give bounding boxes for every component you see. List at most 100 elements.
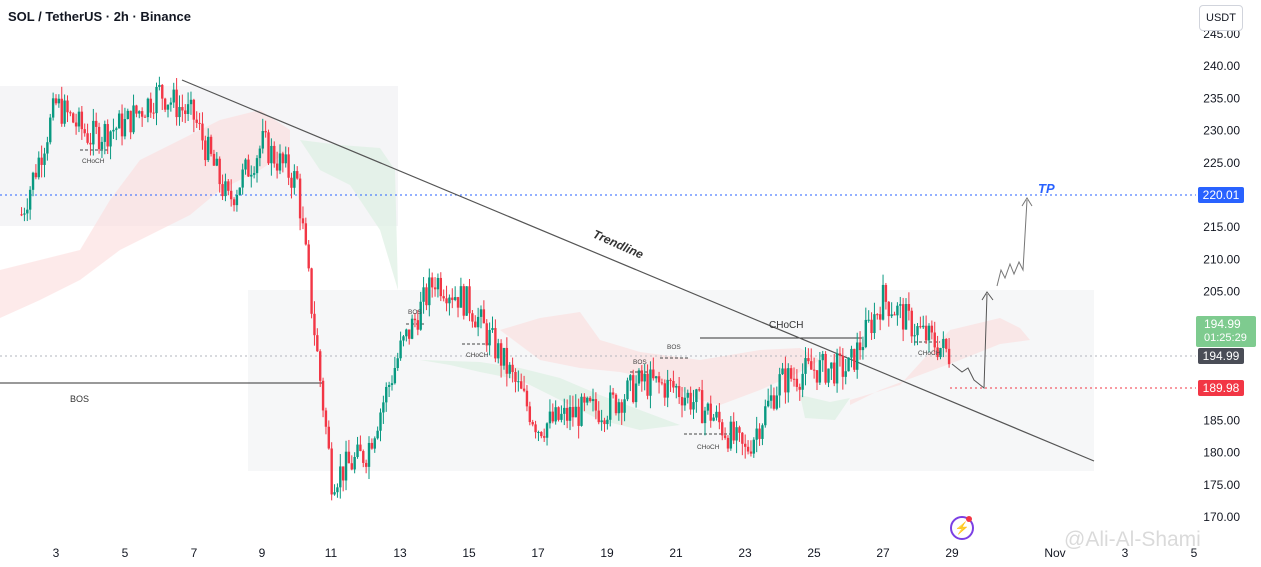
candle-body (436, 277, 440, 290)
x-tick-label: 21 (669, 546, 683, 560)
candle-body (715, 411, 718, 418)
y-axis[interactable]: 170.00175.00180.00185.00190.00195.00200.… (1203, 27, 1240, 524)
candle-body (37, 157, 40, 178)
candle-body (204, 140, 207, 161)
candle-body (557, 407, 560, 420)
candle-body (855, 342, 859, 370)
candle-body (232, 199, 236, 206)
candle-body (844, 371, 847, 377)
candle-body (112, 129, 115, 132)
candle-body (120, 113, 124, 137)
countdown-tag: 01:25:29 (1204, 332, 1247, 344)
candle-body (63, 100, 66, 124)
x-axis[interactable]: 3 5 7 9 11 13 15 17 19 21 23 25 27 29 Nov 3 5 (53, 546, 1198, 560)
candle-body (456, 297, 460, 308)
candle-body (336, 487, 339, 493)
candle-body (749, 451, 753, 454)
candle-body (258, 148, 262, 159)
candle-body (132, 105, 135, 133)
candle-body (617, 402, 621, 414)
candle-body (494, 328, 497, 359)
watermark: @Ali-Al-Shami (1064, 528, 1201, 551)
candle-body (522, 388, 526, 391)
projection-path-2 (996, 199, 1028, 287)
candle-body (184, 110, 187, 114)
candle-body (341, 466, 345, 481)
candle-body (175, 89, 178, 118)
candle-body (40, 157, 43, 165)
candle-body (491, 328, 494, 330)
candle-body (453, 297, 457, 300)
candle-body (408, 329, 411, 339)
candle-body (149, 98, 152, 113)
candle-body (660, 382, 664, 384)
candle-body (430, 277, 434, 288)
currency-button[interactable]: USDT (1199, 5, 1243, 31)
candle-body (893, 314, 896, 316)
candle-body (827, 368, 830, 383)
candle-body (373, 438, 376, 449)
candle-body (913, 335, 916, 337)
candle-body (818, 360, 822, 383)
choch-label-2: CHoCH (466, 352, 489, 359)
candle-body (376, 430, 379, 439)
candle-body (861, 347, 865, 351)
candle-body (186, 104, 190, 114)
candle-body (425, 287, 428, 306)
lightning-icon[interactable]: ⚡ (950, 516, 974, 540)
candle-body (290, 177, 293, 188)
candle-body (873, 314, 876, 334)
candle-body (930, 325, 934, 333)
candle-body (92, 120, 95, 145)
candle-body (766, 400, 770, 407)
candle-body (841, 355, 845, 377)
candle-body (565, 407, 569, 421)
candle-body (520, 381, 523, 389)
candle-body (212, 153, 216, 166)
y-tick-label: 170.00 (1203, 510, 1240, 524)
candle-body (169, 102, 173, 105)
candle-body (46, 142, 49, 154)
candle-body (235, 194, 239, 206)
cloud-green-3 (800, 395, 850, 420)
candle-body (807, 358, 810, 362)
candle-body (600, 420, 603, 423)
candle-body (468, 286, 471, 314)
candle-body (698, 389, 701, 391)
candle-body (936, 347, 939, 358)
candle-body (192, 99, 196, 120)
y-tick-label: 180.00 (1203, 446, 1240, 460)
tp-label: TP (1038, 181, 1055, 196)
x-tick-label: 9 (259, 546, 266, 560)
candle-body (858, 342, 862, 351)
candle-body (28, 189, 32, 210)
candle-body (548, 411, 552, 424)
candle-body (580, 396, 583, 426)
candle-body (49, 117, 52, 143)
candle-body (264, 131, 267, 133)
candle-body (709, 403, 712, 421)
candle-body (738, 427, 741, 433)
candle-body (838, 353, 842, 356)
candle-body (287, 154, 290, 178)
candle-body (735, 427, 738, 441)
candle-body (626, 380, 629, 400)
candle-body (939, 347, 942, 358)
candle-body (554, 407, 557, 422)
candle-body (901, 304, 905, 330)
candle-body (588, 397, 592, 402)
candle-body (614, 394, 618, 414)
symbol-title: SOL / TetherUS · 2h · Binance (8, 9, 191, 24)
candle-body (367, 442, 371, 467)
candle-body (89, 142, 92, 145)
candle-body (792, 378, 796, 380)
x-tick-label: 11 (325, 546, 338, 560)
candle-body (307, 244, 310, 269)
cloud-green-1 (300, 140, 398, 290)
candle-body (333, 492, 336, 495)
candle-body (502, 347, 506, 366)
candle-body (528, 406, 532, 423)
candle-body (433, 287, 437, 290)
y-tick-label: 225.00 (1203, 156, 1240, 170)
